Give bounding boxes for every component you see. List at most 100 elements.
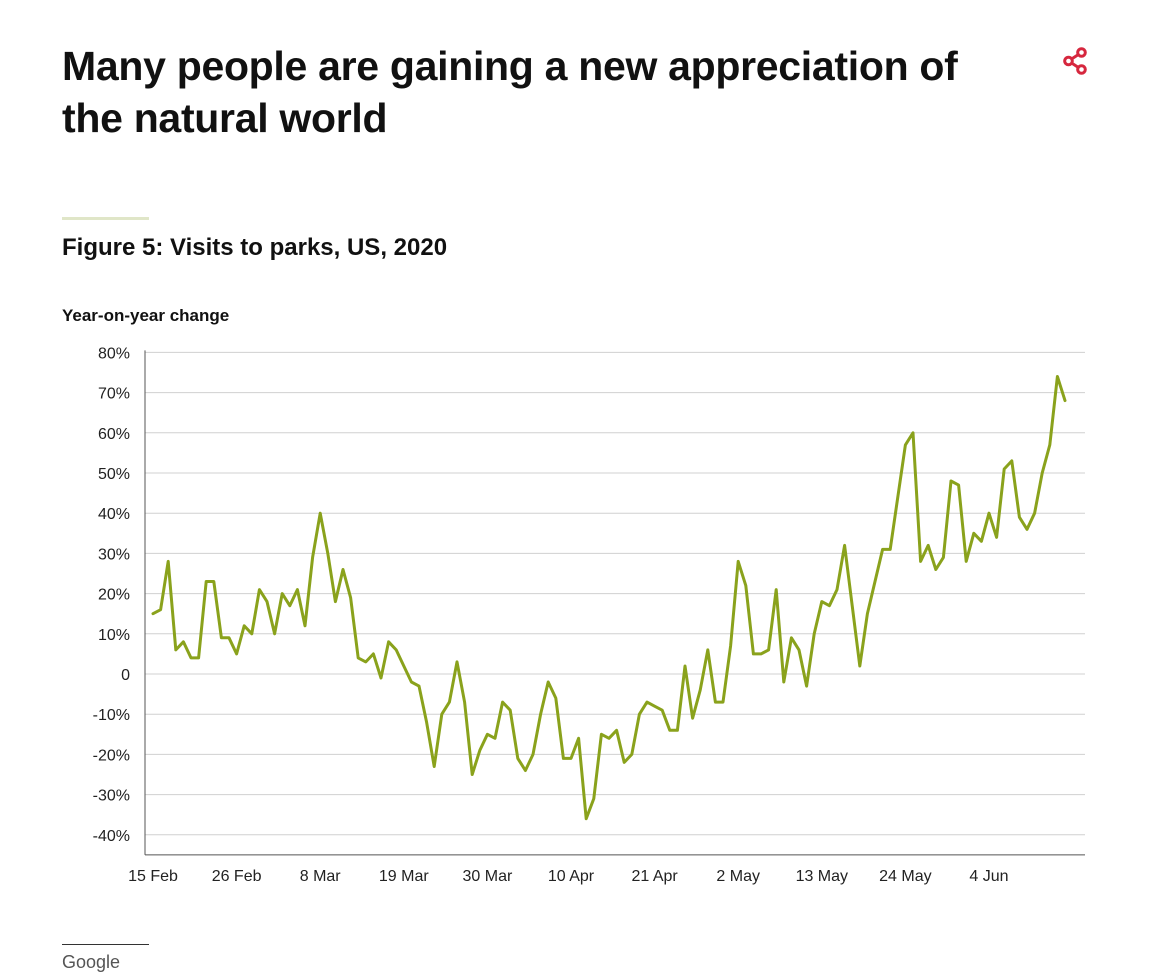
data-point	[524, 769, 527, 772]
data-point	[889, 548, 892, 551]
x-tick-label: 21 Apr	[631, 868, 678, 885]
y-tick-label: 30%	[98, 546, 130, 563]
data-point	[1048, 444, 1051, 447]
data-point	[798, 649, 801, 652]
y-tick-label: 0	[121, 667, 130, 684]
data-point	[387, 640, 390, 643]
data-point	[995, 536, 998, 539]
x-tick-label: 2 May	[716, 868, 760, 885]
data-point	[1010, 460, 1013, 463]
y-tick-label: 80%	[98, 345, 130, 362]
data-point	[1026, 528, 1029, 531]
data-point	[699, 689, 702, 692]
data-point	[608, 737, 611, 740]
data-point	[653, 705, 656, 708]
data-point	[364, 661, 367, 664]
data-point	[212, 580, 215, 583]
y-tick-label: -20%	[93, 747, 130, 764]
data-point	[661, 709, 664, 712]
data-point	[372, 653, 375, 656]
data-points	[152, 375, 1067, 820]
data-point	[190, 657, 193, 660]
data-point	[638, 713, 641, 716]
x-tick-label: 10 Apr	[548, 868, 595, 885]
data-point	[790, 636, 793, 639]
data-point	[585, 817, 588, 820]
data-point	[1056, 375, 1059, 378]
data-point	[570, 757, 573, 760]
data-point	[562, 757, 565, 760]
data-point	[577, 737, 580, 740]
data-point	[296, 588, 299, 591]
data-point	[486, 733, 489, 736]
data-point	[684, 665, 687, 668]
data-point	[258, 588, 261, 591]
data-point	[319, 512, 322, 515]
data-point	[782, 681, 785, 684]
data-point	[874, 580, 877, 583]
data-point	[311, 556, 314, 559]
data-point	[288, 604, 291, 607]
data-point	[744, 584, 747, 587]
data-point	[197, 657, 200, 660]
data-point	[440, 713, 443, 716]
data-point	[342, 568, 345, 571]
data-point	[615, 729, 618, 732]
share-icon	[1063, 47, 1087, 75]
data-point	[934, 568, 937, 571]
data-point	[471, 773, 474, 776]
data-point	[205, 580, 208, 583]
y-tick-label: 10%	[98, 627, 130, 644]
data-point	[836, 588, 839, 591]
data-point	[395, 649, 398, 652]
data-point	[235, 653, 238, 656]
x-tick-labels: 15 Feb 26 Feb 8 Mar 19 Mar 30 Mar 10 Apr 21 Ap…	[128, 868, 1008, 885]
data-point	[243, 624, 246, 627]
data-point	[554, 697, 557, 700]
data-point	[1064, 399, 1067, 402]
y-tick-label: 60%	[98, 426, 130, 443]
data-point	[623, 761, 626, 764]
data-point	[592, 797, 595, 800]
data-point	[851, 604, 854, 607]
data-point	[760, 653, 763, 656]
park-visits-line-chart: Year-on-year change 80% 70% 60% 50% 40% 30% 20…	[62, 306, 1085, 885]
accent-divider	[62, 217, 149, 220]
data-point	[866, 612, 869, 615]
source-label: Google	[62, 952, 121, 972]
data-point	[418, 685, 421, 688]
data-point	[714, 701, 717, 704]
data-point	[957, 484, 960, 487]
data-point	[828, 604, 831, 607]
data-point	[1018, 516, 1021, 519]
data-point	[532, 753, 535, 756]
data-point	[281, 592, 284, 595]
data-point	[691, 717, 694, 720]
data-point	[965, 560, 968, 563]
data-point	[950, 480, 953, 483]
data-point	[334, 600, 337, 603]
data-point	[349, 596, 352, 599]
share-button[interactable]	[1060, 46, 1090, 76]
data-point	[813, 632, 816, 635]
data-point	[843, 544, 846, 547]
x-tick-label: 4 Jun	[969, 868, 1008, 885]
data-point	[220, 636, 223, 639]
data-point	[273, 632, 276, 635]
x-tick-label: 8 Mar	[300, 868, 342, 885]
data-point	[1041, 472, 1044, 475]
data-point	[509, 709, 512, 712]
data-point	[174, 649, 177, 652]
y-tick-label: 40%	[98, 506, 130, 523]
axes	[144, 350, 1085, 856]
series-line	[151, 375, 1067, 821]
data-point	[988, 512, 991, 515]
x-tick-label: 15 Feb	[128, 868, 178, 885]
data-point	[547, 681, 550, 684]
data-point	[706, 649, 709, 652]
source-divider	[62, 944, 149, 945]
data-point	[463, 701, 466, 704]
data-point	[152, 612, 155, 615]
gridlines	[145, 351, 1085, 836]
data-point	[858, 665, 861, 668]
